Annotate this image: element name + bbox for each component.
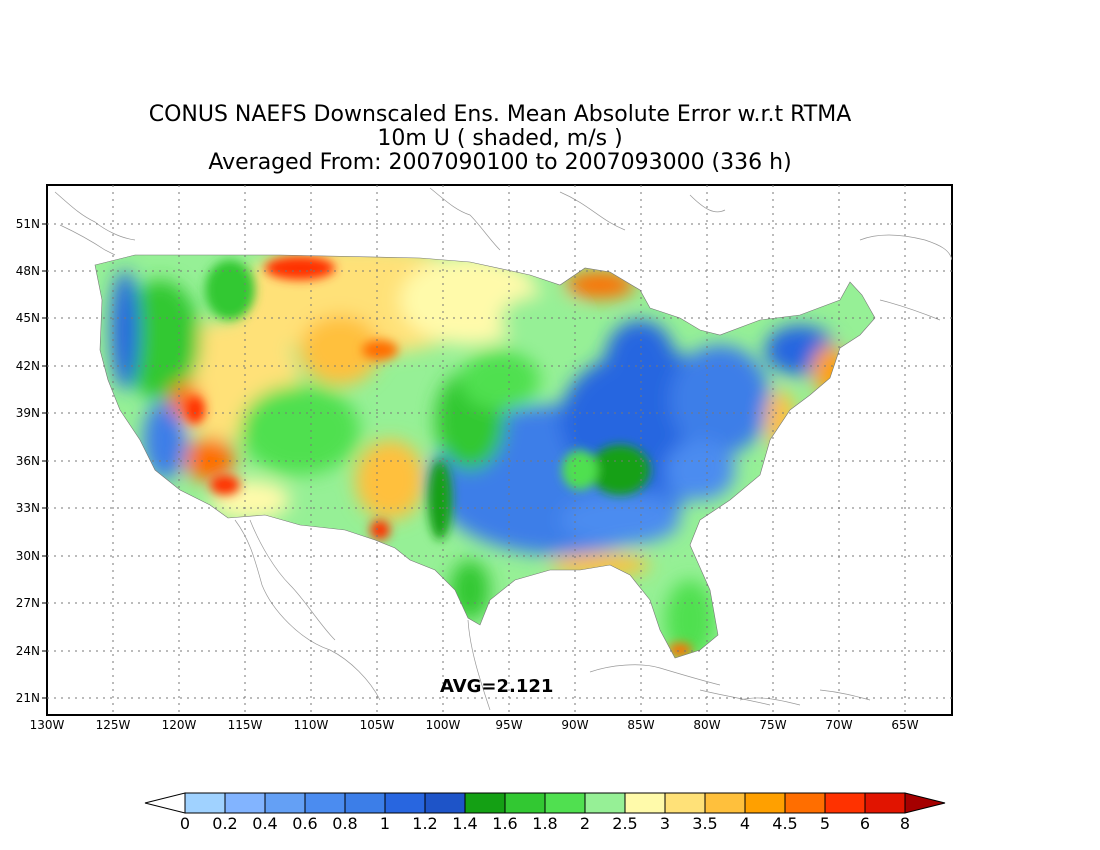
colorbar-box bbox=[824, 792, 866, 814]
colorbar-tick-label: 3.5 bbox=[692, 814, 718, 833]
colorbar-box bbox=[184, 792, 226, 814]
lon-label: 110W bbox=[293, 718, 329, 732]
map-title-line-3: Averaged From: 2007090100 to 2007093000 … bbox=[208, 150, 792, 175]
colorbar-tick-label: 0.4 bbox=[252, 814, 278, 833]
colorbar-box bbox=[744, 792, 786, 814]
colorbar-box bbox=[384, 792, 426, 814]
lat-label: 48N bbox=[15, 264, 40, 278]
lon-label: 70W bbox=[825, 718, 853, 732]
lon-label: 75W bbox=[759, 718, 787, 732]
lat-label: 27N bbox=[15, 596, 40, 610]
colorbar-tick-label: 6 bbox=[859, 814, 871, 833]
colorbar-box bbox=[664, 792, 706, 814]
lat-label: 42N bbox=[15, 359, 40, 373]
colorbar-low-arrow bbox=[144, 792, 186, 814]
conus-outline bbox=[94, 254, 876, 659]
colorbar-tick-label: 4.5 bbox=[772, 814, 798, 833]
colorbar-tick-label: 2 bbox=[579, 814, 591, 833]
colorbar bbox=[144, 792, 946, 814]
colorbar-tick-label: 1.6 bbox=[492, 814, 518, 833]
colorbar-box bbox=[464, 792, 506, 814]
colorbar-tick-label: 1.8 bbox=[532, 814, 558, 833]
colorbar-tick-label: 1.2 bbox=[412, 814, 438, 833]
lon-label: 105W bbox=[359, 718, 395, 732]
lon-label: 85W bbox=[627, 718, 655, 732]
colorbar-box bbox=[504, 792, 546, 814]
colorbar-box bbox=[584, 792, 626, 814]
colorbar-box bbox=[624, 792, 666, 814]
lat-label: 24N bbox=[15, 644, 40, 658]
average-value-label: AVG=2.121 bbox=[440, 676, 554, 697]
lon-label: 100W bbox=[425, 718, 461, 732]
lon-label: 120W bbox=[161, 718, 197, 732]
colorbar-tick-label: 8 bbox=[899, 814, 911, 833]
lon-label: 125W bbox=[95, 718, 131, 732]
colorbar-tick-label: 0 bbox=[179, 814, 191, 833]
colorbar-tick-label: 3 bbox=[659, 814, 671, 833]
lon-label: 115W bbox=[227, 718, 263, 732]
colorbar-tick-label: 0.6 bbox=[292, 814, 318, 833]
lat-label: 39N bbox=[15, 406, 40, 420]
lat-label: 36N bbox=[15, 454, 40, 468]
colorbar-box bbox=[424, 792, 466, 814]
axis-ticks bbox=[42, 223, 47, 699]
lat-lon-grid bbox=[47, 185, 952, 715]
colorbar-tick-label: 2.5 bbox=[612, 814, 638, 833]
lon-label: 65W bbox=[891, 718, 919, 732]
colorbar-high-arrow bbox=[904, 792, 946, 814]
colorbar-box bbox=[304, 792, 346, 814]
colorbar-tick-label: 0.2 bbox=[212, 814, 238, 833]
colorbar-tick-label: 1.4 bbox=[452, 814, 478, 833]
colorbar-tick-label: 1 bbox=[379, 814, 391, 833]
lon-label: 90W bbox=[561, 718, 589, 732]
lon-label: 80W bbox=[693, 718, 721, 732]
coastlines bbox=[54, 187, 952, 711]
map-title-line-1: CONUS NAEFS Downscaled Ens. Mean Absolut… bbox=[148, 102, 852, 127]
colorbar-tick-label: 4 bbox=[739, 814, 751, 833]
lon-label: 95W bbox=[495, 718, 523, 732]
colorbar-tick-label: 5 bbox=[819, 814, 831, 833]
lat-label: 33N bbox=[15, 501, 40, 515]
lon-label: 130W bbox=[29, 718, 65, 732]
colorbar-box bbox=[784, 792, 826, 814]
colorbar-box bbox=[344, 792, 386, 814]
lat-label: 51N bbox=[15, 217, 40, 231]
lat-label: 45N bbox=[15, 311, 40, 325]
colorbar-box bbox=[704, 792, 746, 814]
lat-label: 30N bbox=[15, 549, 40, 563]
colorbar-box bbox=[264, 792, 306, 814]
colorbar-box bbox=[864, 792, 906, 814]
colorbar-box bbox=[544, 792, 586, 814]
colorbar-tick-label: 0.8 bbox=[332, 814, 358, 833]
colorbar-box bbox=[224, 792, 266, 814]
lat-label: 21N bbox=[15, 691, 40, 705]
map-title-line-2: 10m U ( shaded, m/s ) bbox=[377, 126, 623, 151]
